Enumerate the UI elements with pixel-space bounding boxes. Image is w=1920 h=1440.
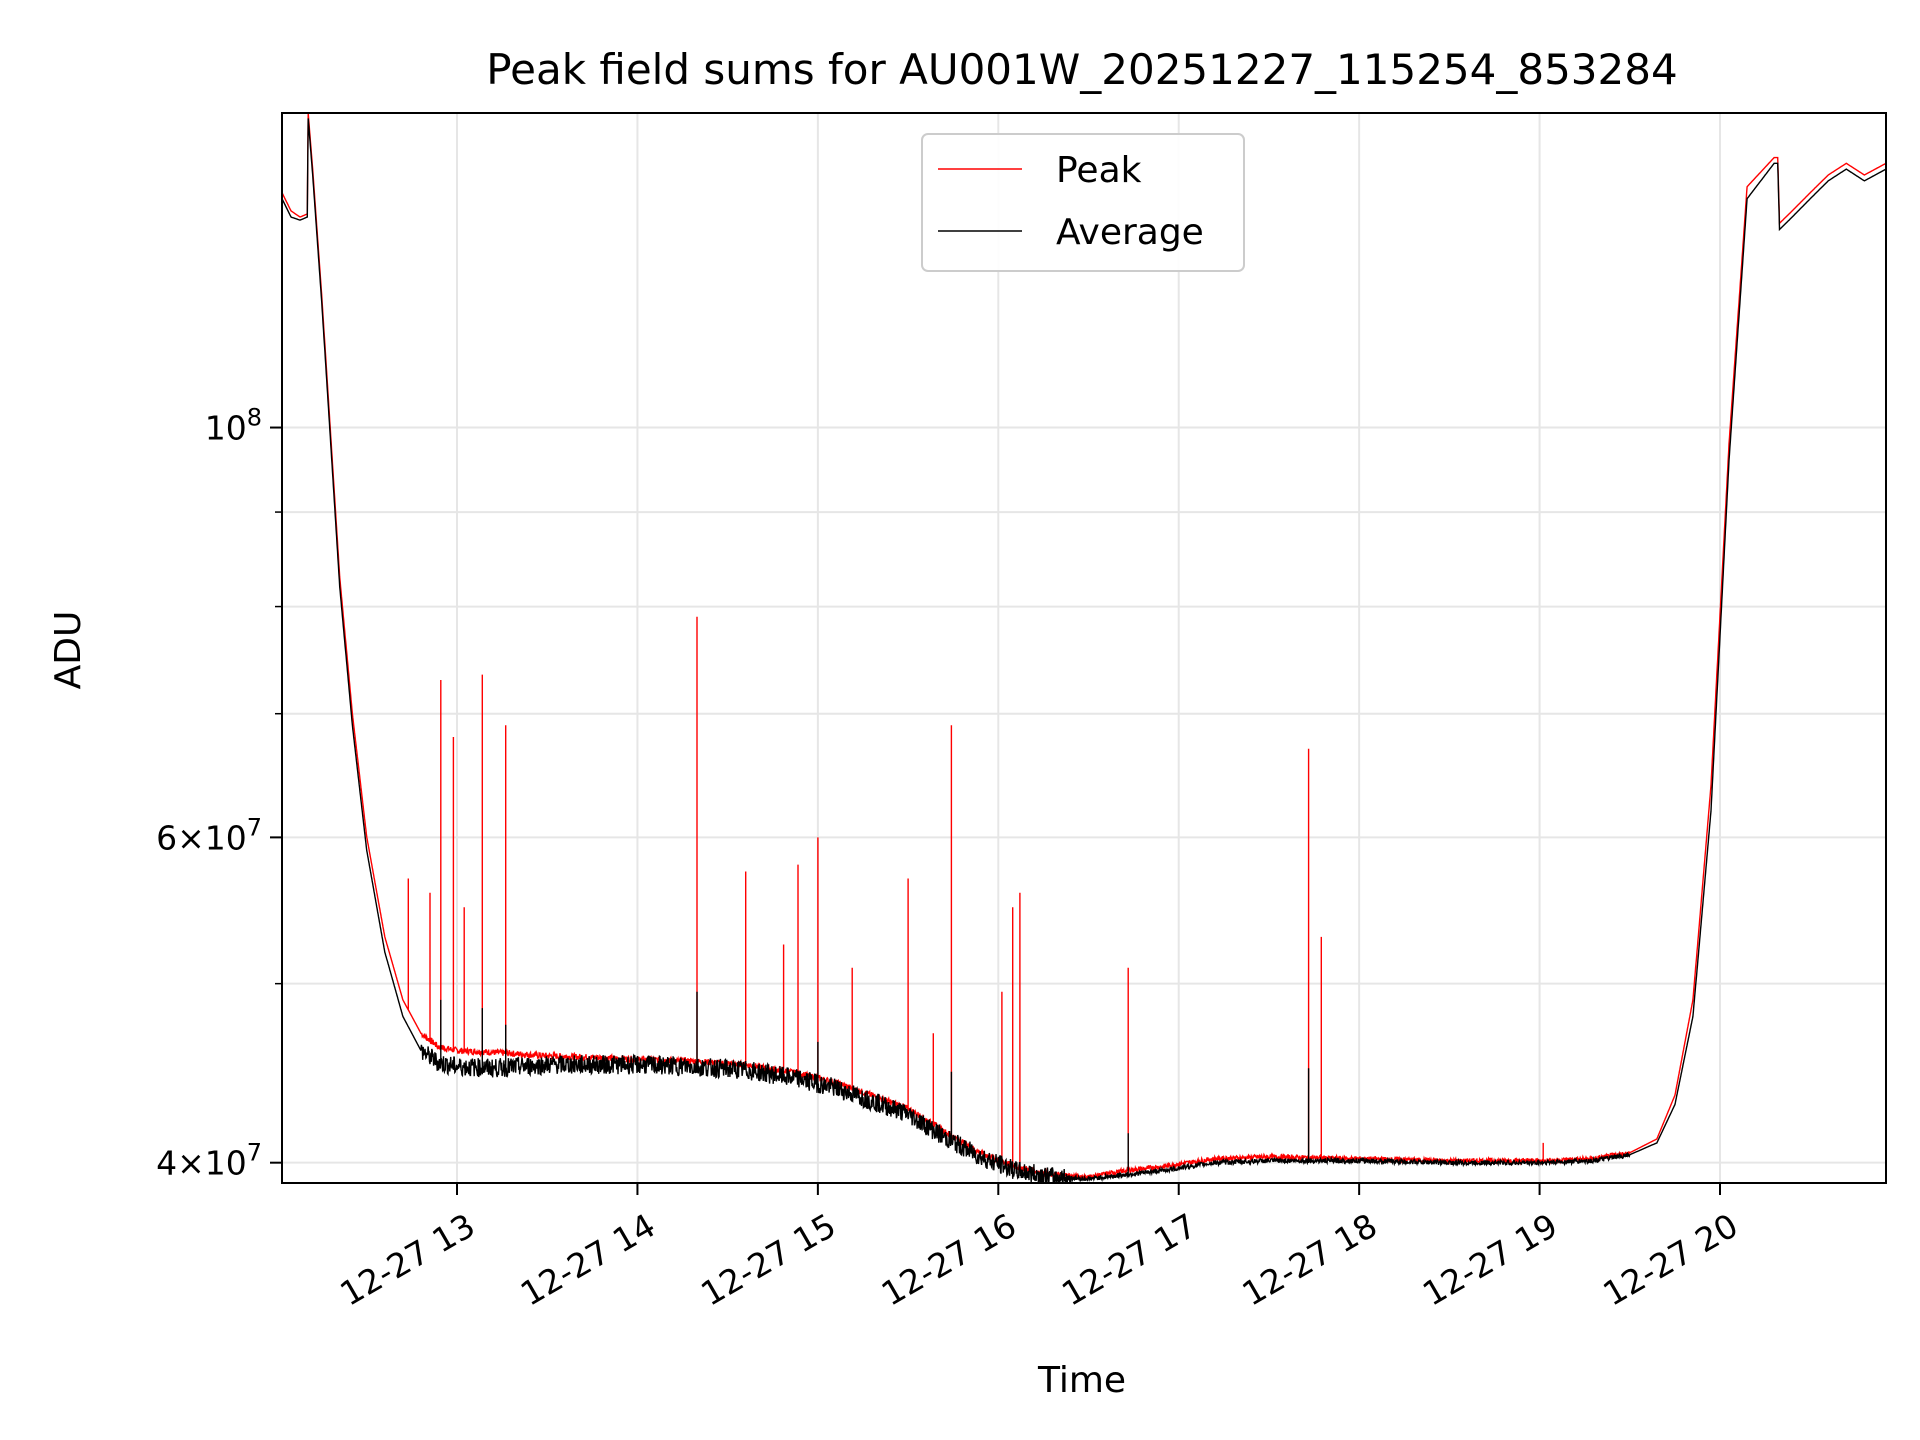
legend-peak-label: Peak <box>1056 150 1142 191</box>
legend: Peak Average <box>921 133 1245 272</box>
plot-lines <box>282 113 1886 1183</box>
y-tick-part: × <box>177 1144 205 1183</box>
y-tick-exponent: 8 <box>247 404 262 432</box>
y-axis-label: ADU <box>48 611 89 690</box>
y-tick-exponent: 7 <box>247 1139 262 1167</box>
y-tick-part: 4 <box>156 1144 177 1183</box>
y-tick-part: 6 <box>156 818 177 857</box>
y-tick-part: 10 <box>205 818 247 857</box>
peak-series-line <box>282 113 1886 1181</box>
chart-title: Peak field sums for AU001W_20251227_1152… <box>486 45 1677 94</box>
plot-frame <box>281 112 1887 1184</box>
average-series-line <box>282 118 1886 1183</box>
y-tick-label: 108 <box>205 404 262 448</box>
y-tick-part: × <box>177 818 205 857</box>
grid <box>282 113 1886 1183</box>
y-tick-label: 6×107 <box>156 813 262 857</box>
y-tick-label: 4×107 <box>156 1139 262 1183</box>
y-tick-exponent: 7 <box>247 813 262 841</box>
y-tick-part: 10 <box>205 1144 247 1183</box>
x-axis-label: Time <box>1037 1360 1126 1401</box>
y-tick-part: 10 <box>205 409 247 448</box>
legend-average-label: Average <box>1056 212 1204 253</box>
